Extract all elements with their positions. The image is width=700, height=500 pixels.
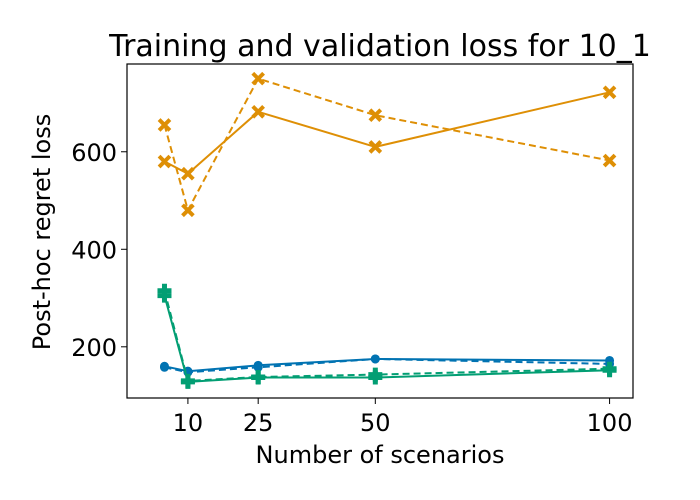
data-point-marker: [157, 154, 172, 169]
data-point-marker: [157, 283, 172, 298]
series-line: [164, 91, 610, 175]
data-point-marker: [180, 373, 195, 388]
data-point-marker: [181, 166, 195, 181]
data-point-marker: [368, 367, 383, 382]
series-6: [157, 283, 617, 388]
series-1: [157, 85, 617, 181]
y-tick-label: 600: [71, 139, 117, 167]
data-point-marker: [157, 118, 172, 132]
chart-title: Training and validation loss for 10_1: [108, 29, 651, 64]
x-axis-title: Number of scenarios: [256, 441, 505, 469]
data-point-marker: [602, 361, 617, 376]
plot-frame: [126, 63, 634, 399]
data-point-marker: [181, 203, 195, 218]
x-tick-label: 10: [173, 409, 204, 437]
x-tick-label: 100: [587, 409, 633, 437]
data-point-marker: [159, 362, 169, 372]
data-point-marker: [370, 354, 380, 364]
data-point-marker: [251, 370, 266, 385]
axis-ticks: 10 25 50 100 200 400 600: [71, 139, 632, 437]
y-axis-title: Post-hoc regret loss: [28, 114, 56, 350]
series-line: [163, 290, 610, 382]
series-2: [157, 71, 617, 218]
data-point-marker: [602, 153, 617, 168]
data-point-marker: [368, 140, 383, 154]
y-tick-label: 400: [71, 236, 117, 264]
plot-area: [157, 71, 617, 389]
x-tick-label: 50: [360, 409, 391, 437]
data-point-marker: [251, 71, 265, 86]
y-tick-label: 200: [71, 334, 117, 362]
data-point-marker: [368, 108, 383, 122]
data-point-marker: [602, 85, 617, 100]
x-tick-label: 25: [243, 409, 274, 437]
data-point-marker: [251, 104, 265, 119]
